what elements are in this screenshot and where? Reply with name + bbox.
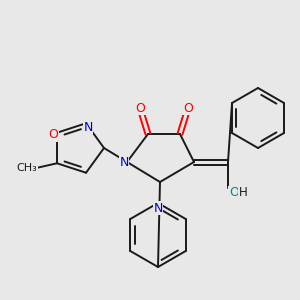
Text: CH₃: CH₃ [16, 163, 37, 173]
Text: O: O [183, 101, 193, 115]
Text: O: O [48, 128, 58, 141]
Text: H: H [238, 187, 247, 200]
Text: N: N [153, 202, 163, 214]
Text: N: N [119, 155, 129, 169]
Text: O: O [229, 187, 239, 200]
Text: O: O [135, 101, 145, 115]
Text: N: N [83, 121, 93, 134]
